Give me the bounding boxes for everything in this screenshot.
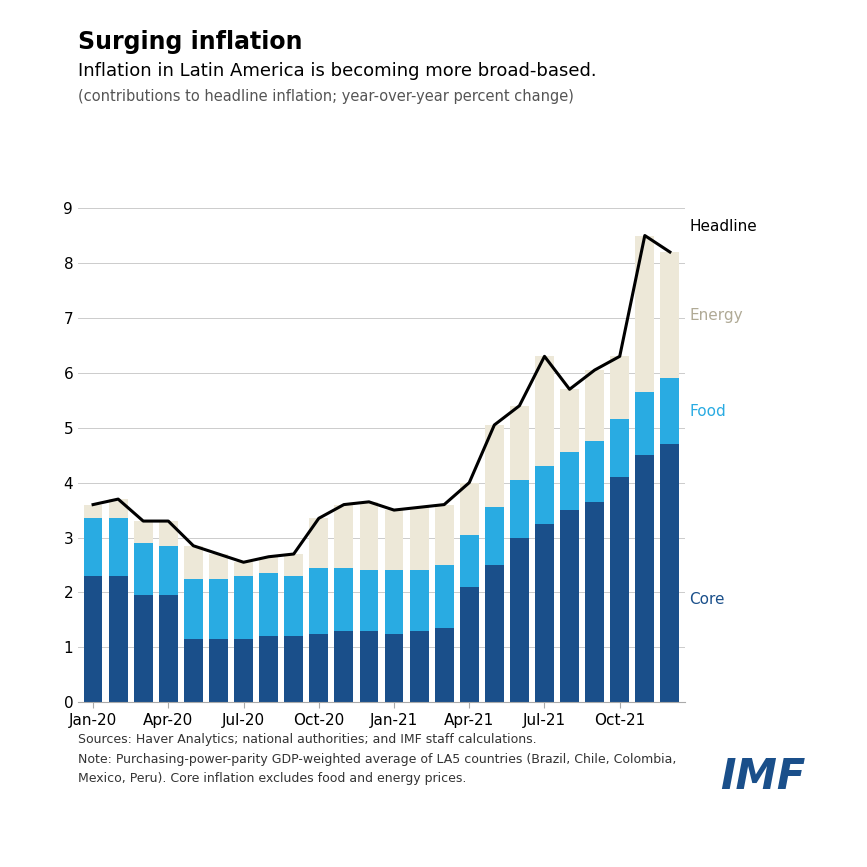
- Bar: [310, 634, 329, 702]
- Bar: [360, 502, 378, 570]
- Text: Surging inflation: Surging inflation: [78, 30, 303, 55]
- Text: Headline: Headline: [689, 219, 757, 234]
- Bar: [434, 565, 453, 628]
- Bar: [610, 477, 629, 702]
- Bar: [560, 389, 579, 453]
- Bar: [460, 483, 479, 535]
- Bar: [460, 587, 479, 702]
- Text: Core: Core: [689, 591, 725, 607]
- Text: Mexico, Peru). Core inflation excludes food and energy prices.: Mexico, Peru). Core inflation excludes f…: [78, 772, 466, 785]
- Bar: [284, 554, 303, 576]
- Bar: [661, 252, 679, 378]
- Bar: [485, 425, 504, 507]
- Bar: [209, 579, 228, 639]
- Bar: [184, 579, 203, 639]
- Bar: [636, 236, 655, 392]
- Bar: [335, 568, 353, 631]
- Bar: [385, 570, 403, 634]
- Bar: [410, 631, 428, 702]
- Text: Inflation in Latin America is becoming more broad-based.: Inflation in Latin America is becoming m…: [78, 62, 596, 81]
- Bar: [209, 639, 228, 702]
- Bar: [585, 370, 604, 441]
- Bar: [234, 639, 253, 702]
- Bar: [560, 453, 579, 510]
- Bar: [585, 441, 604, 502]
- Text: IMF: IMF: [720, 756, 805, 798]
- Text: (contributions to headline inflation; year-over-year percent change): (contributions to headline inflation; ye…: [78, 89, 574, 104]
- Bar: [661, 444, 679, 702]
- Bar: [134, 543, 153, 596]
- Bar: [108, 499, 127, 518]
- Bar: [335, 505, 353, 568]
- Bar: [360, 631, 378, 702]
- Bar: [636, 455, 655, 702]
- Bar: [535, 466, 554, 524]
- Bar: [234, 576, 253, 639]
- Bar: [159, 596, 178, 702]
- Bar: [108, 576, 127, 702]
- Bar: [234, 563, 253, 576]
- Bar: [560, 510, 579, 702]
- Bar: [510, 406, 529, 480]
- Bar: [159, 546, 178, 596]
- Bar: [385, 634, 403, 702]
- Bar: [410, 570, 428, 631]
- Bar: [134, 521, 153, 543]
- Bar: [134, 596, 153, 702]
- Bar: [510, 538, 529, 702]
- Bar: [535, 524, 554, 702]
- Bar: [460, 535, 479, 587]
- Bar: [510, 480, 529, 538]
- Bar: [360, 570, 378, 631]
- Text: Sources: Haver Analytics; national authorities; and IMF staff calculations.: Sources: Haver Analytics; national autho…: [78, 733, 537, 746]
- Bar: [585, 502, 604, 702]
- Bar: [209, 554, 228, 579]
- Bar: [335, 631, 353, 702]
- Bar: [284, 636, 303, 702]
- Bar: [84, 518, 102, 576]
- Bar: [535, 356, 554, 466]
- Bar: [310, 518, 329, 568]
- Bar: [434, 505, 453, 565]
- Bar: [636, 392, 655, 455]
- Bar: [610, 420, 629, 477]
- Bar: [84, 576, 102, 702]
- Bar: [310, 568, 329, 634]
- Text: Energy: Energy: [689, 308, 743, 323]
- Bar: [184, 546, 203, 579]
- Bar: [84, 505, 102, 518]
- Bar: [610, 356, 629, 420]
- Text: Note: Purchasing-power-parity GDP-weighted average of LA5 countries (Brazil, Chi: Note: Purchasing-power-parity GDP-weight…: [78, 753, 676, 766]
- Bar: [259, 636, 278, 702]
- Bar: [259, 573, 278, 636]
- Bar: [485, 565, 504, 702]
- Bar: [661, 378, 679, 444]
- Bar: [184, 639, 203, 702]
- Bar: [259, 557, 278, 573]
- Bar: [410, 507, 428, 570]
- Bar: [159, 521, 178, 546]
- Bar: [385, 510, 403, 570]
- Text: Food: Food: [689, 404, 726, 419]
- Bar: [434, 628, 453, 702]
- Bar: [485, 507, 504, 565]
- Bar: [108, 518, 127, 576]
- Bar: [284, 576, 303, 636]
